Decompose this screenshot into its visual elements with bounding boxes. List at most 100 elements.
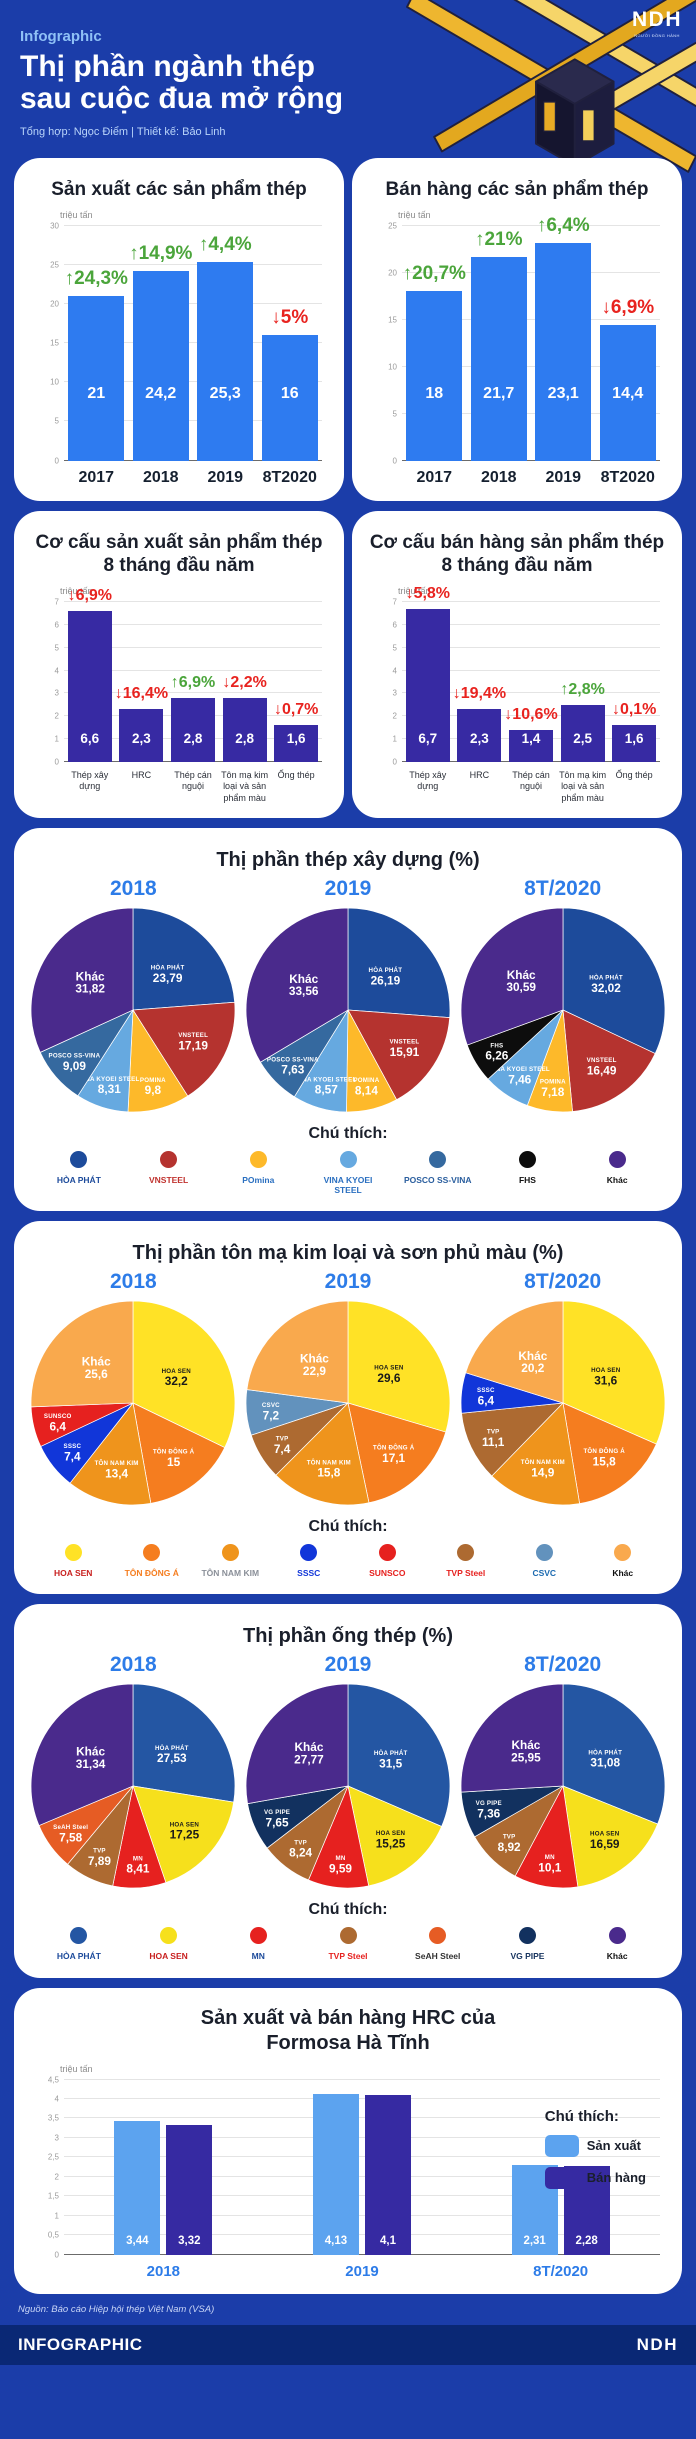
legend-item: POSCO SS-VINA: [393, 1150, 483, 1185]
bars: 6,6 ↓6,9% 2,3 ↓16,4% 2,8 ↑6,9% 2,8 ↓2,2% 1,6 ↓0,7…: [64, 587, 322, 763]
title-line-1: Thị phần ngành thép: [20, 50, 315, 83]
y-tick-label: 2,5: [47, 2152, 59, 2162]
pie-slice: [132, 1402, 226, 1504]
legend-dot: [160, 1150, 178, 1168]
delta-label: ↑6,4%: [536, 215, 590, 237]
delta-label: ↓6,9%: [601, 297, 655, 319]
legend-item: HOA SEN: [124, 1927, 214, 1961]
bar: 18: [406, 291, 463, 461]
pie-chart: HÒA PHÁT 32,02 VNSTEEL 16,49 POMINA 7,18VINA …: [460, 907, 665, 1113]
brand-wordmark: HOA SEN: [54, 1568, 93, 1579]
delta-label: ↓10,6%: [504, 706, 558, 724]
legend-title: Chú thích:: [544, 2107, 619, 2125]
legend-dot: [518, 1150, 536, 1168]
bar-value: 3,44: [126, 2234, 149, 2247]
brand-wordmark: SUNSCO: [369, 1568, 406, 1579]
y-tick-label: 3: [54, 688, 59, 698]
bar: 21,7: [470, 256, 527, 461]
pie-column: 8T/2020 HOA SEN 31,6 TÔN ĐÔNG Á 15,8 TÔN NAM …: [455, 1268, 670, 1506]
bar: 2,8: [222, 698, 267, 763]
slice-label: VG PIPE 7,36: [475, 1801, 501, 1821]
production-bar-chart: triệu tấn 0 5 10 15 20 25 30 21 ↑24,3% 24,2 ↑14,9% 2…: [24, 210, 334, 487]
bar-slot: 2,8 ↓2,2%: [219, 602, 271, 763]
gridline: [64, 623, 322, 625]
y-tick-label: 3: [54, 2133, 59, 2143]
gridline: [64, 420, 322, 422]
pie-slice: [132, 1684, 236, 1803]
bar-value: 21: [87, 384, 106, 402]
delta-label: ↑20,7%: [402, 263, 466, 285]
category-label: Tôn mạ kim loại và sản phẩm màu: [559, 770, 607, 803]
y-tick-label: 4,5: [47, 2075, 59, 2085]
y-tick-label: 10: [388, 362, 397, 372]
brand-wordmark: VG PIPE: [510, 1951, 545, 1962]
bar-slot: 24,2 ↑14,9%: [129, 226, 193, 461]
pie-slice: [347, 1009, 451, 1100]
pie-column: 2019 HÒA PHÁT 26,19 VNSTEEL 15,91 POMINA 8,14 V…: [241, 875, 456, 1113]
legend-item: VG PIPE: [483, 1927, 573, 1961]
legend-dot: [429, 1927, 447, 1945]
pie-slice: [347, 1300, 451, 1433]
delta-label: ↑21%: [474, 228, 523, 250]
delta-label: ↓19,4%: [452, 685, 507, 703]
bar-value: 3,32: [178, 2234, 201, 2247]
pie-chart: HOA SEN 29,6 TÔN ĐÔNG Á 17,1 TÔN NAM KIM 15,8…: [245, 1300, 451, 1506]
gridline: [402, 412, 660, 414]
pie-year-label: 8T/2020: [524, 876, 602, 900]
brand-wordmark: CSVC: [532, 1568, 557, 1579]
legend-item: VINA KYOEI STEEL: [303, 1150, 393, 1195]
delta-label: ↑2,8%: [560, 680, 605, 698]
coated-sheet-pie-group: 2018 HOA SEN 32,2 TÔN ĐÔNG Á 15 TÔN NAM KIM 13…: [24, 1268, 672, 1578]
pie-slice: [562, 1009, 656, 1112]
gridline: [64, 224, 322, 226]
delta-label: ↓0,7%: [273, 701, 319, 719]
legend-dot: [608, 1927, 626, 1945]
y-tick-label: 15: [388, 315, 397, 325]
legend-dot: [429, 1150, 447, 1168]
title-part: Cơ cấu bán hàng sản phẩm thép: [369, 531, 665, 553]
bar: 21: [68, 296, 125, 461]
category-labels: Thép xây dựng HRC Thép cán nguội Tôn mạ kim…: [402, 770, 660, 804]
legend-dot: [143, 1544, 161, 1562]
bar-group: 2,31 2,28: [501, 2080, 621, 2255]
axis-unit-label: triệu tấn: [398, 209, 431, 220]
delta-label: ↓2,2%: [222, 674, 267, 692]
pie-column: 2019 HÒA PHÁT 31,5 HOA SEN 15,25 MN 9,59 TVP 8,2…: [241, 1651, 456, 1889]
legend-item: TÔN ĐÔNG Á: [113, 1544, 192, 1578]
steel-pipe-pie-group: 2018 HÒA PHÁT 27,53 HOA SEN 17,25 MN 8,41 TVP 7,…: [24, 1651, 672, 1961]
title-line-2: sau cuộc đua mở rộng: [20, 82, 344, 116]
ndh-logo: NDH NGƯỜI ĐỒNG HÀNH: [632, 8, 682, 38]
slice-label: TVP 8,24: [289, 1840, 312, 1860]
header: NDH NGƯỜI ĐỒNG HÀNH Infographic Thị phần…: [0, 0, 696, 173]
slice-label: HOA SEN 15,25: [376, 1830, 406, 1850]
y-tick-label: 15: [50, 338, 59, 348]
y-tick-label: 7: [392, 597, 397, 607]
gridline: [402, 669, 660, 671]
category-label: 8T/2020: [533, 2262, 589, 2280]
slice-label: TÔN NAM KIM 15,8: [307, 1459, 351, 1480]
bar-slot: 14,4 ↓6,9%: [596, 226, 660, 461]
y-tick-label: 0: [54, 456, 59, 466]
legend-item: FHS: [483, 1150, 573, 1185]
category-labels: 2018 2019 8T/2020: [64, 2263, 660, 2280]
category-label: Ống thép: [615, 770, 653, 781]
footer-bar: INFOGRAPHIC NDH: [0, 2324, 696, 2365]
gridline: [64, 302, 322, 304]
legend-swatch: [544, 2134, 579, 2157]
brand-wordmark: FHS: [518, 1174, 536, 1185]
slice-label: VINA KYOEI STEEL 8,57: [296, 1076, 356, 1096]
y-tick-label: 1: [54, 2211, 59, 2221]
legend-title: Chú thích:: [308, 1518, 388, 1536]
gridline: [64, 2195, 660, 2197]
bar: 16: [261, 335, 318, 461]
page-title: Thị phần ngành thép sau cuộc đua mở rộng: [20, 50, 440, 116]
y-tick-label: 25: [50, 260, 59, 270]
brand-wordmark: POmina: [242, 1174, 275, 1185]
ndh-tagline: NGƯỜI ĐỒNG HÀNH: [634, 33, 680, 38]
bar-value: 1,6: [624, 731, 644, 747]
legend-label: Bán hàng: [586, 2170, 646, 2186]
category-label: 2018: [146, 2262, 181, 2280]
pie-year-label: 2019: [324, 1653, 372, 1677]
pie-slice: [132, 1300, 236, 1449]
legend-dot: [535, 1544, 553, 1562]
